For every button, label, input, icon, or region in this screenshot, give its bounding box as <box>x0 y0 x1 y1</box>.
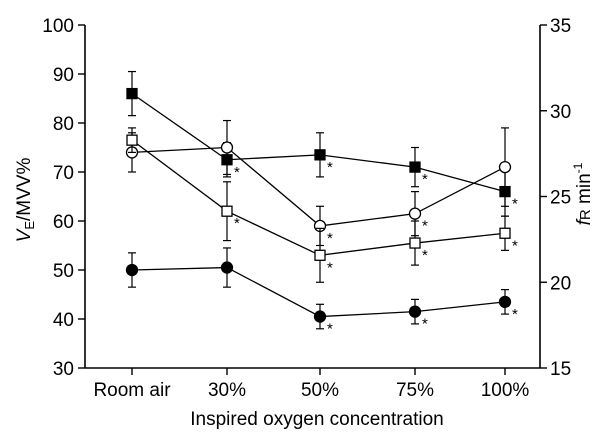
significance-marker: * <box>327 321 333 338</box>
series: * * * * <box>126 70 518 217</box>
significance-marker: * <box>422 247 428 264</box>
significance-marker: * <box>422 218 428 235</box>
plot-area: * * * * * * * * * * * * * <box>125 70 518 338</box>
point-marker <box>125 263 139 277</box>
x-tick-label: Room air <box>93 380 171 401</box>
left-axis-title-sub: E <box>22 221 37 230</box>
significance-marker: * <box>422 316 428 333</box>
point-marker <box>126 87 138 100</box>
significance-marker: * <box>327 230 333 247</box>
point-marker <box>220 261 234 274</box>
right-axis-title-f: f <box>574 218 595 225</box>
x-tick-label: 30% <box>208 380 246 401</box>
point-marker <box>409 161 421 173</box>
point-marker <box>499 227 511 239</box>
point-marker <box>314 149 326 161</box>
significance-marker: * <box>512 306 518 323</box>
point-marker <box>313 310 327 323</box>
right-axis-title: fR min-1 <box>571 162 595 225</box>
significance-marker: * <box>422 171 428 188</box>
series: * * * <box>125 247 518 338</box>
point-marker <box>498 295 512 309</box>
significance-marker: * <box>234 164 240 181</box>
point-marker <box>409 237 421 249</box>
left-axis-title-v: V <box>14 227 35 242</box>
right-tick-label: 15 <box>550 359 571 380</box>
right-axis-title-sub: R <box>577 209 594 220</box>
point-marker <box>498 160 512 174</box>
point-marker <box>220 141 234 154</box>
left-tick-label: 80 <box>53 114 74 135</box>
significance-marker: * <box>327 259 333 276</box>
left-tick-label: 50 <box>53 261 74 282</box>
series-line <box>131 266 506 318</box>
right-axis-title-sup: -1 <box>571 162 585 173</box>
left-axis-title-rest: /MVV% <box>14 158 35 221</box>
right-tick-label: 30 <box>550 102 571 123</box>
x-axis-title: Inspired oxygen concentration <box>190 409 444 430</box>
left-axis-title: VE/MVV% <box>14 158 37 243</box>
right-axis-title-unit: min <box>574 173 595 209</box>
right-tick-label: 25 <box>550 188 571 209</box>
significance-marker: * <box>327 159 333 176</box>
point-marker <box>408 305 422 318</box>
left-tick-label: 70 <box>53 163 74 184</box>
significance-marker: * <box>512 196 518 213</box>
point-marker <box>408 207 422 220</box>
left-tick-label: 90 <box>53 65 74 86</box>
left-tick-label: 30 <box>53 359 74 380</box>
point-marker <box>314 249 326 261</box>
significance-marker: * <box>234 215 240 232</box>
x-tick-label: 100% <box>481 380 530 401</box>
significance-marker: * <box>512 237 518 254</box>
left-tick-label: 40 <box>53 310 74 331</box>
series: * * * * <box>126 127 518 283</box>
left-tick-label: 100 <box>42 16 74 37</box>
point-marker <box>126 134 138 146</box>
right-tick-label: 35 <box>550 16 571 37</box>
axes: 30 40 50 60 70 80 90 100 15 20 25 30 35 Room air 30% 50… <box>42 16 571 401</box>
right-tick-label: 20 <box>550 273 571 294</box>
x-tick-label: 75% <box>396 380 434 401</box>
x-tick-label: 50% <box>301 380 339 401</box>
point-marker <box>221 205 233 217</box>
left-tick-label: 60 <box>53 212 74 233</box>
